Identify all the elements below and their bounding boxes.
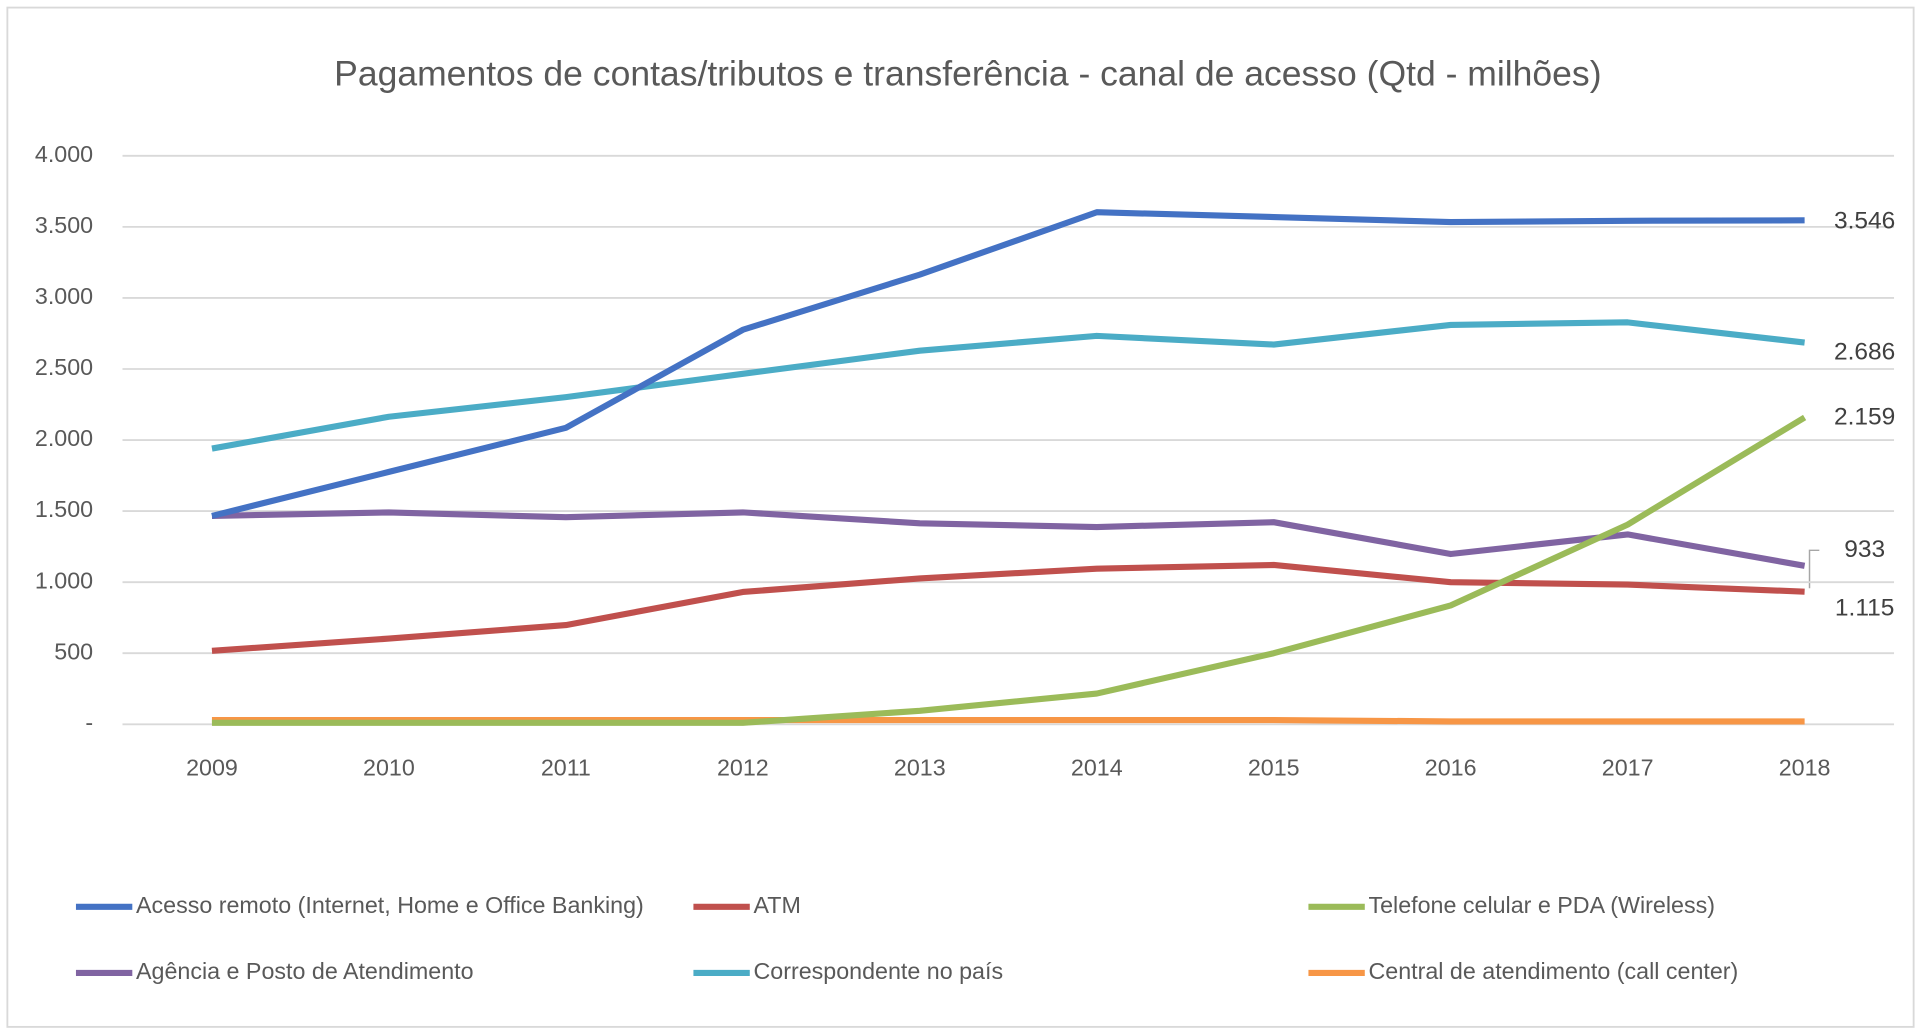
legend-label: ATM xyxy=(753,892,800,918)
y-tick-label: 2.000 xyxy=(35,425,93,451)
legend-label: Acesso remoto (Internet, Home e Office B… xyxy=(136,892,644,918)
series-line xyxy=(211,319,1805,452)
data-label: 1.115 xyxy=(1835,595,1895,622)
legend-label: Telefone celular e PDA (Wireless) xyxy=(1368,892,1715,918)
series-line xyxy=(211,561,1805,654)
chart-title: Pagamentos de contas/tributos e transfer… xyxy=(334,54,1601,94)
x-tick-label: 2016 xyxy=(1425,755,1477,781)
y-tick-label: 1.000 xyxy=(35,567,93,593)
y-tick-label: 3.500 xyxy=(35,212,93,238)
data-label: 3.546 xyxy=(1834,207,1895,234)
legend-label: Central de atendimento (call center) xyxy=(1368,958,1738,984)
x-tick-label: 2014 xyxy=(1071,755,1123,781)
y-tick-label: 1.500 xyxy=(35,496,93,522)
x-tick-label: 2011 xyxy=(541,755,591,781)
leader-line xyxy=(1808,549,1820,589)
x-tick-label: 2015 xyxy=(1248,755,1300,781)
data-label: 2.159 xyxy=(1834,403,1895,430)
series-line xyxy=(211,209,1805,519)
x-tick-label: 2009 xyxy=(186,755,238,781)
legend-label: Agência e Posto de Atendimento xyxy=(136,958,474,984)
legend-label: Correspondente no país xyxy=(753,958,1003,984)
y-tick-label: 2.500 xyxy=(35,354,93,380)
x-tick-label: 2013 xyxy=(894,755,946,781)
x-tick-label: 2012 xyxy=(717,755,769,781)
y-tick-label: - xyxy=(85,709,93,735)
x-tick-label: 2017 xyxy=(1602,755,1654,781)
x-tick-label: 2010 xyxy=(363,755,415,781)
chart-border xyxy=(6,6,1915,1028)
y-tick-label: 3.000 xyxy=(35,283,93,309)
data-label: 2.686 xyxy=(1834,339,1895,366)
y-tick-label: 4.000 xyxy=(35,141,93,167)
y-tick-label: 500 xyxy=(54,638,93,664)
x-tick-label: 2018 xyxy=(1779,755,1831,781)
data-label: 933 xyxy=(1844,536,1885,563)
series-line xyxy=(211,509,1806,569)
series-line xyxy=(211,414,1807,726)
